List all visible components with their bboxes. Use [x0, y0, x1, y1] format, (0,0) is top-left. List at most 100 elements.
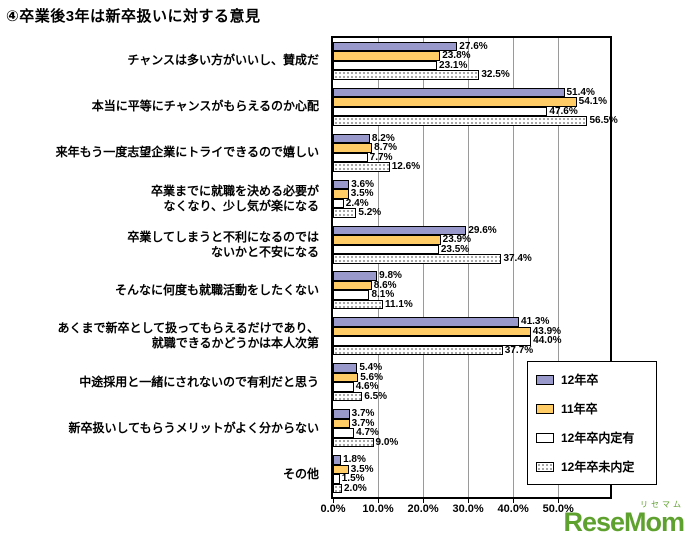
- gridline: [378, 38, 380, 497]
- bar-value-label: 56.5%: [589, 115, 618, 127]
- bar-11年卒-1: [333, 51, 441, 61]
- category-label: 卒業までに就職を決める必要が なくなり、少し気が楽になる: [150, 183, 319, 213]
- bar-value-label: 5.4%: [359, 362, 383, 374]
- category-label: 中途採用と一緒にされないので有利だと思う: [79, 374, 319, 389]
- bar-value-label: 3.7%: [351, 417, 375, 429]
- legend-entry: 12年卒: [536, 371, 648, 388]
- x-axis-tick: [468, 499, 470, 503]
- bar-12年卒未内定-2: [333, 116, 588, 126]
- bar-value-label: 2.0%: [344, 482, 367, 494]
- bar-12年卒-2: [333, 87, 565, 98]
- bar-12年卒-3: [333, 133, 370, 144]
- bar-12年卒内定有-10: [333, 474, 340, 484]
- bar-12年卒未内定-3: [333, 162, 390, 172]
- x-axis-label: 40.0%: [497, 503, 529, 515]
- bar-12年卒内定有-6: [333, 290, 370, 300]
- legend-label: 11年卒: [561, 402, 598, 416]
- bar-value-label: 23.9%: [442, 234, 471, 246]
- bar-12年卒内定有-8: [333, 382, 354, 392]
- x-axis-tick: [558, 499, 560, 503]
- bar-value-label: 8.2%: [371, 132, 395, 144]
- bar-value-label: 5.2%: [358, 207, 382, 219]
- bar-value-label: 5.6%: [360, 371, 384, 383]
- bar-12年卒-8: [333, 363, 358, 373]
- bar-value-label: 3.5%: [350, 463, 374, 475]
- bar-12年卒内定有-4: [333, 198, 344, 209]
- x-axis-label: 50.0%: [542, 503, 574, 515]
- bar-value-label: 4.7%: [356, 427, 379, 439]
- bar-value-label: 9.8%: [379, 270, 402, 282]
- bar-value-label: 12.6%: [391, 161, 421, 173]
- bar-12年卒未内定-10: [333, 483, 342, 494]
- bar-12年卒-6: [333, 271, 378, 281]
- bar-11年卒-10: [333, 464, 349, 475]
- legend-swatch: [536, 374, 554, 385]
- bar-value-label: 44.0%: [533, 335, 562, 347]
- bar-value-label: 29.6%: [468, 224, 497, 236]
- legend-swatch: [536, 461, 554, 472]
- x-axis-tick: [423, 499, 425, 503]
- legend-label: 12年卒未内定: [561, 460, 635, 474]
- bar-value-label: 37.4%: [503, 253, 532, 265]
- bar-value-label: 23.1%: [439, 59, 468, 71]
- bar-12年卒未内定-7: [333, 345, 503, 356]
- bar-12年卒-1: [333, 41, 458, 52]
- category-label: そんなに何度も就職活動をしたくない: [114, 282, 319, 297]
- bar-value-label: 27.6%: [459, 40, 488, 52]
- bar-value-label: 7.7%: [369, 151, 393, 163]
- bar-11年卒-5: [333, 235, 441, 245]
- legend-entry: 12年卒内定有: [536, 429, 648, 446]
- bar-value-label: 43.9%: [532, 325, 562, 337]
- bar-11年卒-2: [333, 97, 577, 107]
- bar-12年卒未内定-8: [333, 391, 363, 402]
- bar-12年卒-9: [333, 409, 350, 419]
- legend-label: 12年卒内定有: [561, 431, 635, 445]
- bar-11年卒-4: [333, 189, 349, 199]
- bar-value-label: 23.8%: [442, 50, 471, 62]
- bar-value-label: 3.5%: [350, 188, 374, 200]
- bar-12年卒-10: [333, 455, 342, 465]
- category-label: チャンスは多い方がいいし、賛成だ: [127, 53, 319, 68]
- legend-entry: 12年卒未内定: [536, 458, 648, 475]
- bar-value-label: 6.5%: [364, 390, 388, 402]
- bar-value-label: 8.6%: [373, 279, 397, 291]
- watermark-logo: ReseMom: [563, 507, 685, 537]
- bar-12年卒-5: [333, 225, 467, 236]
- x-axis-tick: [333, 499, 334, 503]
- watermark: リセマム ReseMom: [563, 500, 685, 537]
- watermark-subtext: リセマム: [640, 500, 684, 509]
- bar-value-label: 11.1%: [384, 298, 413, 310]
- x-axis-label: 0.0%: [320, 503, 346, 515]
- bar-12年卒未内定-4: [333, 208, 357, 218]
- category-label: 来年もう一度志望企業にトライできるので嬉しい: [55, 145, 319, 160]
- bar-value-label: 37.7%: [504, 344, 534, 356]
- bar-value-label: 8.7%: [374, 142, 397, 154]
- x-axis-tick: [378, 499, 380, 503]
- bar-value-label: 47.6%: [549, 105, 578, 117]
- bar-value-label: 54.1%: [578, 96, 608, 108]
- gridline: [558, 38, 560, 497]
- bar-value-label: 3.7%: [351, 408, 375, 420]
- gridline: [513, 38, 515, 497]
- bar-value-label: 23.5%: [440, 243, 470, 255]
- bar-12年卒内定有-1: [333, 60, 438, 71]
- bar-value-label: 3.6%: [351, 178, 374, 190]
- x-axis-label: 30.0%: [452, 503, 484, 515]
- legend-entry: 11年卒: [536, 400, 648, 417]
- bar-12年卒未内定-9: [333, 437, 374, 448]
- bar-value-label: 2.4%: [345, 197, 369, 209]
- category-labels: チャンスは多い方がいいし、賛成だ本当に平等にチャンスがもらえるのか心配来年もう一…: [0, 38, 326, 497]
- x-axis-tick: [513, 499, 515, 503]
- bar-12年卒内定有-7: [333, 336, 532, 346]
- bar-12年卒-4: [333, 179, 350, 190]
- gridline: [468, 38, 470, 497]
- bar-12年卒内定有-2: [333, 106, 548, 117]
- category-label: 本当に平等にチャンスがもらえるのか心配: [91, 99, 319, 114]
- bar-value-label: 1.5%: [341, 473, 365, 485]
- bar-11年卒-6: [333, 280, 372, 291]
- gridline: [423, 38, 425, 497]
- bar-value-label: 1.8%: [343, 454, 366, 466]
- chart-title: ④卒業後3年は新卒扱いに対する意見: [6, 8, 261, 25]
- category-label: あくまで新卒として扱ってもらえるだけであり、 就職できるかどうかは本人次第: [57, 321, 319, 351]
- x-axis-label: 10.0%: [362, 503, 394, 515]
